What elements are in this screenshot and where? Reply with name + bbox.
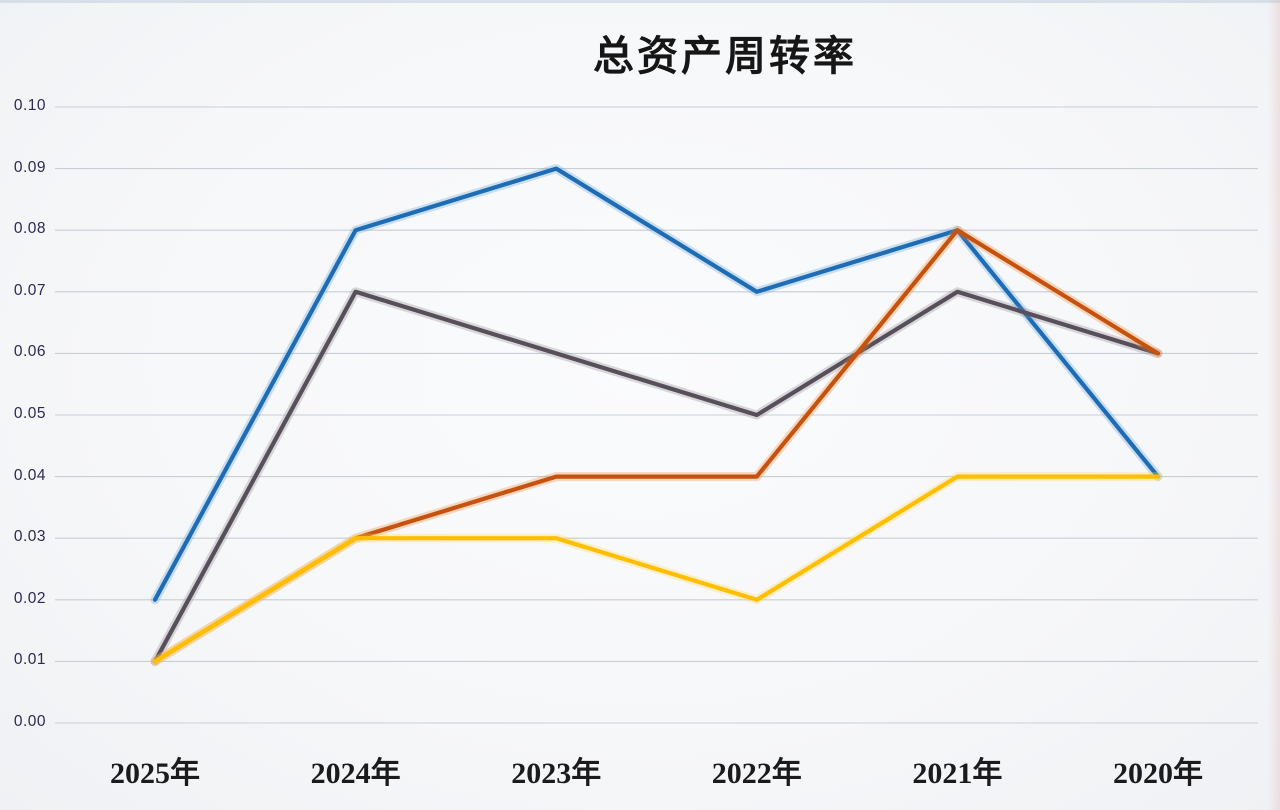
y-tick-label: 0.08: [13, 220, 46, 238]
y-tick-label: 0.01: [13, 651, 46, 669]
photo-edge-artifact-right: [1268, 0, 1280, 810]
x-category-label: 2023年: [511, 757, 602, 790]
x-category-label: 2022年: [711, 757, 802, 790]
series-blue: [152, 166, 1161, 602]
photo-edge-artifact-top: [0, 0, 1280, 3]
chart-title: 总资产周转率: [593, 33, 857, 79]
x-category-label: 2024年: [310, 757, 401, 790]
x-category-label: 2020年: [1113, 757, 1203, 790]
y-tick-label: 0.05: [13, 405, 46, 422]
series-yellow: [152, 474, 1161, 664]
y-tick-label: 0.04: [13, 466, 46, 484]
y-tick-label: 0.09: [13, 158, 46, 176]
y-tick-label: 0.07: [13, 281, 46, 299]
x-category-label: 2021年: [912, 757, 1003, 790]
y-tick-label: 0.03: [13, 528, 46, 546]
y-tick-label: 0.06: [13, 343, 46, 361]
y-tick-label: 0.10: [13, 97, 46, 114]
y-tick-label: 0.02: [13, 589, 46, 607]
x-category-label: 2025年: [110, 757, 200, 790]
y-tick-label: 0.00: [13, 713, 46, 730]
series-gray: [152, 289, 1161, 664]
